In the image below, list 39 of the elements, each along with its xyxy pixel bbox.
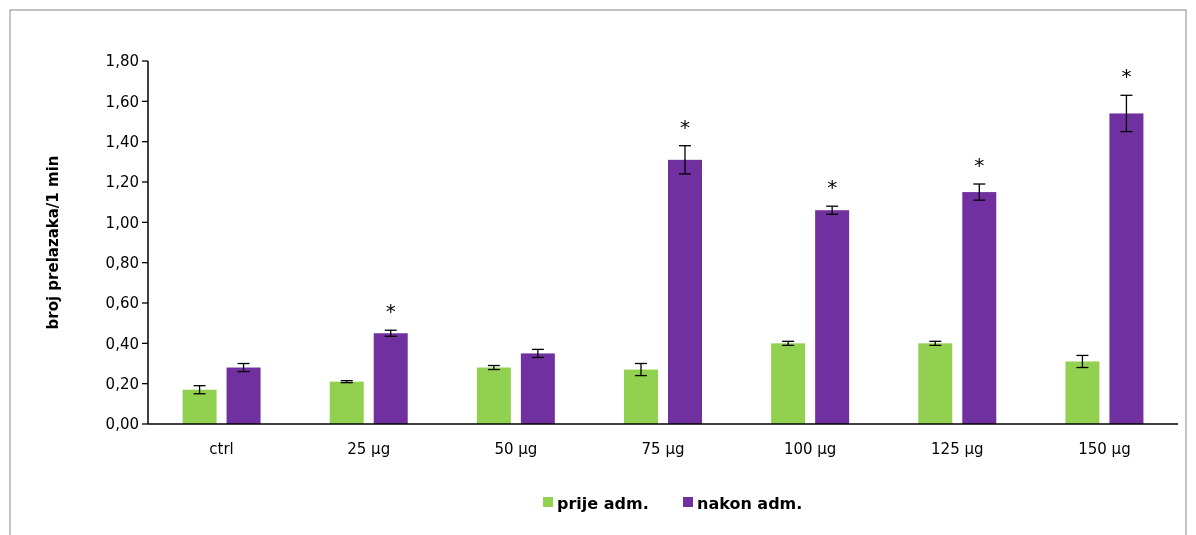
y-tick-label: 1,00 bbox=[105, 213, 139, 232]
bar bbox=[182, 389, 217, 424]
bar bbox=[1065, 361, 1100, 424]
data-label: * bbox=[1121, 64, 1132, 89]
y-tick-label: 0,80 bbox=[105, 253, 139, 272]
bar bbox=[918, 343, 953, 424]
y-tick-label: 0,60 bbox=[105, 294, 139, 313]
y-axis-title: broj prelazaka/1 min bbox=[44, 155, 62, 330]
legend-label: prije adm. bbox=[557, 493, 649, 513]
bar bbox=[1109, 113, 1144, 424]
bar bbox=[771, 343, 806, 424]
y-tick-label: 1,60 bbox=[105, 92, 139, 111]
data-label: * bbox=[385, 299, 396, 324]
x-tick-label: 100 µg bbox=[783, 440, 837, 458]
bar bbox=[624, 369, 658, 424]
bar bbox=[329, 381, 364, 424]
bar bbox=[476, 367, 511, 424]
bar bbox=[373, 333, 408, 424]
y-tick-label: 1,20 bbox=[105, 173, 139, 192]
x-tick-label: ctrl bbox=[209, 440, 234, 458]
bar bbox=[520, 353, 555, 424]
bar bbox=[815, 210, 850, 424]
x-tick-label: 25 µg bbox=[347, 440, 391, 458]
data-label: * bbox=[974, 153, 985, 178]
x-tick-label: 150 µg bbox=[1078, 440, 1131, 458]
x-tick-label: 50 µg bbox=[494, 440, 538, 458]
y-tick-label: 0,40 bbox=[105, 334, 139, 353]
x-tick-label: 75 µg bbox=[641, 440, 685, 458]
bar bbox=[226, 367, 261, 424]
data-label: * bbox=[680, 114, 690, 139]
x-tick-label: 125 µg bbox=[931, 440, 984, 458]
y-tick-label: 1,40 bbox=[105, 132, 139, 151]
bar bbox=[962, 192, 997, 424]
y-tick-label: 0,20 bbox=[105, 374, 139, 393]
y-tick-label: 0,00 bbox=[105, 415, 139, 434]
bar bbox=[668, 159, 702, 424]
data-label: * bbox=[827, 175, 838, 200]
legend-label: nakon adm. bbox=[697, 493, 803, 513]
y-tick-label: 1,80 bbox=[105, 52, 139, 71]
